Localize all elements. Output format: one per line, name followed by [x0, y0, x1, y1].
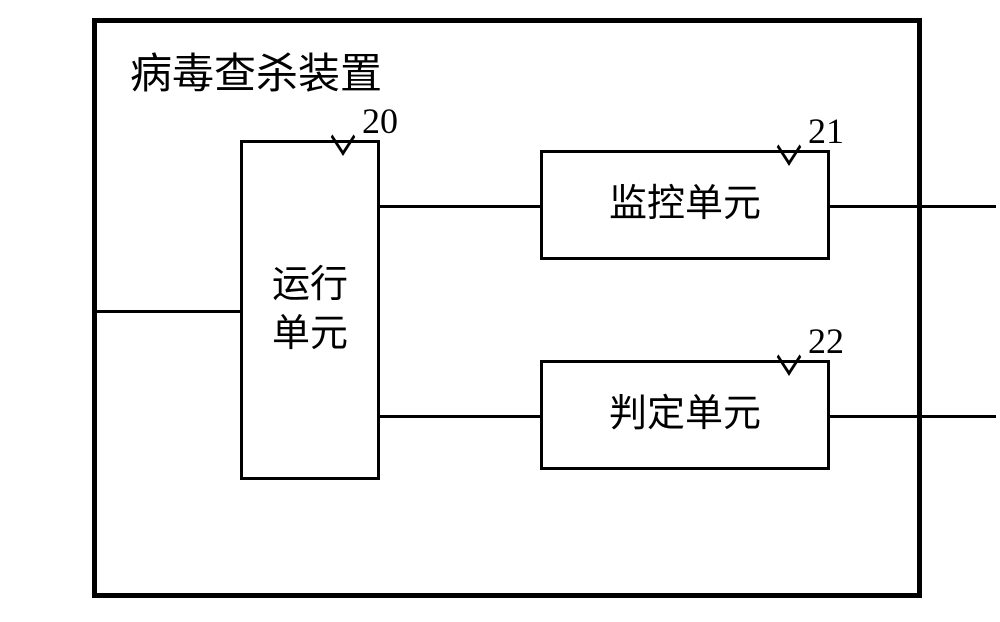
run-unit-box: 运行 单元	[240, 140, 380, 480]
connector-monitor-out	[830, 205, 996, 208]
outer-container-title: 病毒查杀装置	[130, 40, 382, 101]
connector-run-judge	[380, 415, 540, 418]
callout-number-run: 20	[362, 100, 398, 142]
run-unit-label: 运行 单元	[272, 261, 348, 360]
callout-number-monitor: 21	[808, 110, 844, 152]
callout-number-judge: 22	[808, 320, 844, 362]
outer-container-box	[92, 18, 922, 598]
judge-unit-box: 判定单元	[540, 360, 830, 470]
monitor-unit-box: 监控单元	[540, 150, 830, 260]
diagram-canvas: 病毒查杀装置 运行 单元 20 监控单元 21 判定单元 22	[0, 0, 1000, 622]
connector-judge-out	[830, 415, 996, 418]
judge-unit-label: 判定单元	[609, 390, 761, 439]
connector-run-monitor	[380, 205, 540, 208]
connector-in-run	[92, 310, 240, 313]
monitor-unit-label: 监控单元	[609, 180, 761, 229]
